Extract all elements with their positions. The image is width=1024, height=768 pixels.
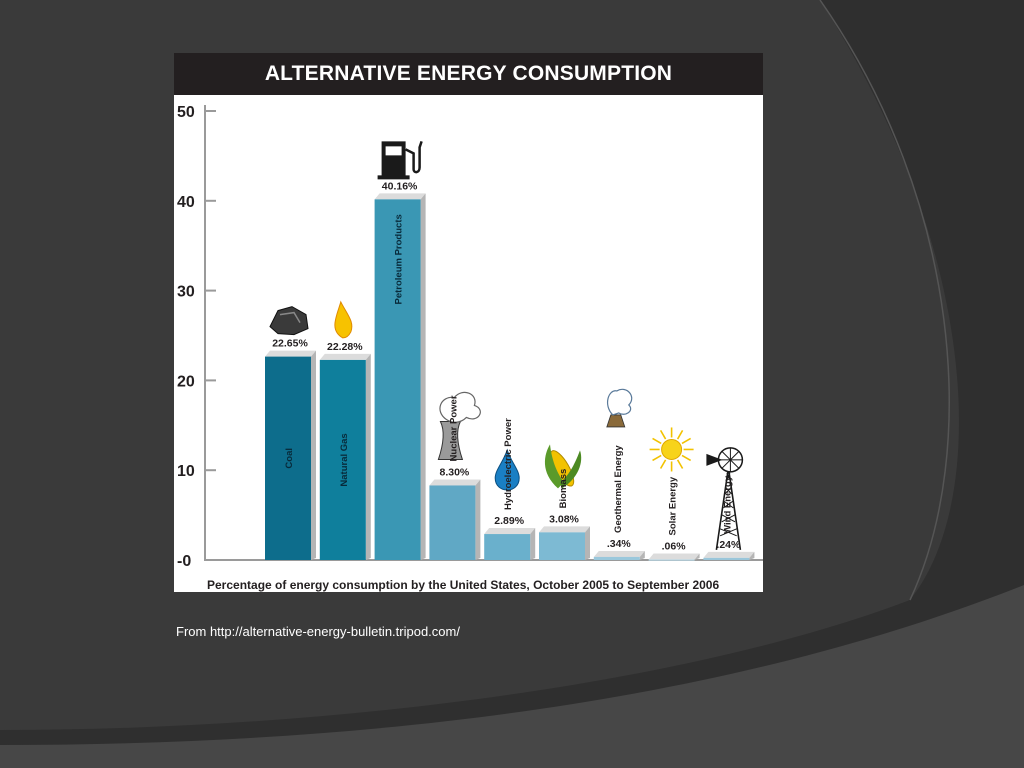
bar-category-label: Natural Gas [339, 433, 350, 486]
bar-group: .06% Solar Energy [648, 476, 700, 561]
bar-value-label: 2.89% [494, 515, 524, 527]
bar [374, 199, 421, 560]
bar-side [639, 550, 645, 560]
bar-category-label: Hydroelectric Power [503, 418, 514, 510]
bar-side [365, 353, 371, 560]
source-caption: From http://alternative-energy-bulletin.… [176, 624, 460, 639]
bar-group: 8.30% Nuclear Power [429, 395, 481, 560]
bar-group: .34% Geothermal Energy [593, 445, 645, 560]
x-axis-label: Percentage of energy consumption by the … [207, 578, 719, 592]
bar [593, 556, 640, 560]
bar-top [703, 551, 755, 558]
windmill-icon [706, 447, 744, 550]
bar-category-label: Wind Energy [722, 475, 733, 534]
water-drop-icon [494, 448, 520, 491]
bar-top [265, 350, 316, 357]
bar-side [749, 551, 755, 560]
category-icons [269, 140, 744, 550]
bar-side [694, 553, 700, 560]
bars: 22.65% Coal 22.28% Natural Gas 40.16% Petrole… [265, 180, 755, 561]
y-ticks: -0 10 20 30 40 50 [177, 104, 216, 570]
fuel-pump-icon [377, 140, 423, 180]
bar-value-label: .34% [607, 538, 632, 550]
chart-title-bar [174, 53, 763, 95]
bar-category-label: Nuclear Power [448, 395, 459, 461]
y-tick-label: 50 [177, 104, 195, 121]
bar [484, 534, 531, 560]
y-tick-label: 40 [177, 194, 195, 211]
bar-top [648, 553, 700, 560]
bar-top [374, 193, 426, 200]
bar-side [420, 193, 426, 560]
bar [429, 485, 476, 560]
geyser-icon [606, 388, 633, 428]
bar-side [585, 526, 590, 560]
bar-chart: -0 10 20 30 40 50 22.65% Coal 22.28% Natural Gas… [177, 104, 763, 592]
bar-top [593, 550, 645, 557]
bar-group: .24% Wind Energy [703, 475, 755, 560]
chart-image: ALTERNATIVE ENERGY CONSUMPTION -0 10 20 30 4… [174, 53, 763, 592]
bar-value-label: .06% [662, 540, 687, 552]
bar [648, 559, 695, 561]
bar-value-label: 22.28% [327, 341, 363, 353]
bar-value-label: .24% [716, 539, 741, 551]
slide-arc-line [819, 0, 950, 601]
corn-icon [544, 444, 582, 489]
bar-category-label: Coal [284, 448, 295, 469]
y-tick-label: 10 [177, 463, 195, 480]
flame-icon [334, 300, 353, 339]
bar-value-label: 40.16% [382, 180, 418, 192]
cooling-tower-icon [437, 391, 481, 460]
bar-group: 3.08% Biomass [539, 469, 590, 560]
y-tick-label: 30 [177, 284, 195, 301]
bar-top [484, 528, 536, 535]
bar-group: 40.16% Petroleum Products [374, 180, 426, 560]
bar-top [429, 479, 481, 486]
bar-category-label: Solar Energy [668, 476, 679, 535]
bar-group: 2.89% Hydroelectric Power [484, 418, 536, 560]
bar-value-label: 3.08% [549, 513, 579, 525]
bar-value-label: 8.30% [440, 466, 470, 478]
bar-group: 22.28% Natural Gas [319, 341, 371, 560]
bar-side [530, 528, 536, 560]
chart-title: ALTERNATIVE ENERGY CONSUMPTION [264, 62, 673, 85]
bar-category-label: Biomass [558, 469, 569, 509]
sun-icon [649, 427, 694, 472]
bar-group: 22.65% Coal [265, 338, 316, 560]
bar [265, 356, 311, 560]
slide-curve-light [0, 585, 1024, 768]
bar-value-label: 22.65% [272, 338, 308, 350]
coal-icon [269, 306, 309, 336]
bar [319, 359, 366, 560]
bar-category-label: Geothermal Energy [613, 445, 624, 533]
bar [703, 557, 750, 560]
bar-side [475, 479, 481, 560]
y-tick-label: 20 [177, 373, 195, 390]
bar [539, 532, 585, 560]
bar-top [319, 353, 371, 360]
bar-side [311, 350, 316, 560]
bar-top [539, 526, 590, 533]
bar-category-label: Petroleum Products [394, 214, 405, 304]
y-tick-label: -0 [177, 553, 191, 570]
